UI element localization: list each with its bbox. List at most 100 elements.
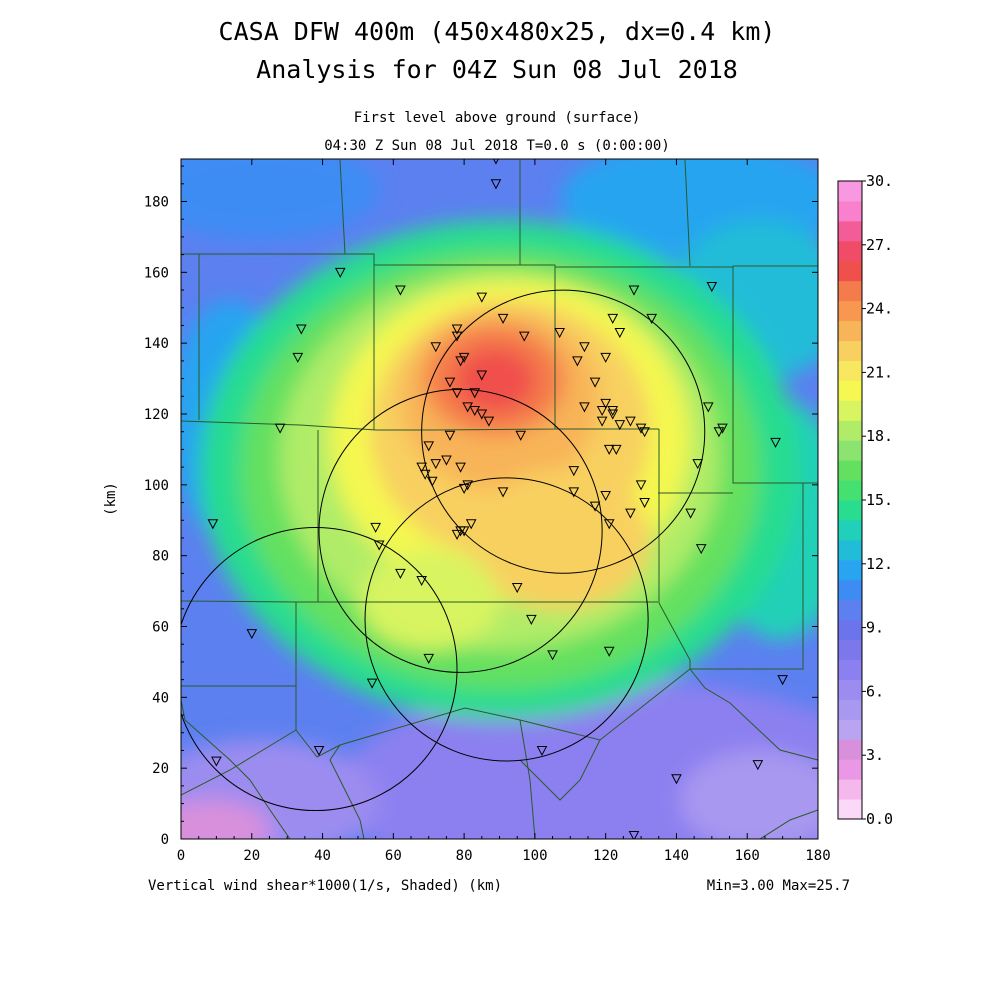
station-marker [395,285,406,296]
colorbar-swatch [838,500,862,521]
station-marker [639,498,650,509]
station-marker [469,405,481,417]
colorbar-labels: 30. 27. 24. 21. 18. 15. 12. 9. 6. 3. 0.0 [862,172,893,828]
colorbar-label: 18. [866,427,893,445]
y-tick-label: 0 [161,832,169,848]
station-marker [313,745,325,757]
station-marker [455,526,466,537]
station-marker [625,508,636,519]
level-subtitle: First level above ground (surface) [354,110,641,126]
colorbar-swatch [838,360,862,381]
colorbar-swatch [838,400,862,421]
station-marker [246,629,258,640]
station-marker [292,352,304,363]
x-tick-label: 160 [735,848,760,864]
county-boundaries [181,159,818,839]
colorbar-swatch [838,181,862,202]
station-marker [511,583,523,594]
station-marker [497,487,509,498]
station-marker [423,653,435,664]
station-marker [614,328,626,339]
colorbar-swatch [838,639,862,660]
station-marker [770,437,781,448]
y-tick-label: 160 [144,265,169,281]
colorbar-swatch [838,799,862,820]
station-marker [600,490,611,502]
station-marker [607,313,619,324]
station-marker [526,614,537,625]
x-tick-label: 120 [593,848,618,864]
station-marker [207,519,219,530]
colorbar-swatch [838,679,862,700]
station-marker [600,398,611,409]
station-marker [625,416,636,427]
colorbar-label: 12. [866,555,893,573]
colorbar-swatch [838,240,862,262]
radar-circle-3 [364,477,649,762]
station-marker [671,774,682,785]
station-marker [639,427,650,438]
colorbar-swatch [838,619,862,641]
colorbar-swatch [838,460,862,481]
station-marker [451,529,463,540]
colorbar-swatch [838,300,862,322]
x-tick-label: 40 [314,848,331,864]
station-marker [211,756,222,767]
y-tick-label: 100 [144,478,169,494]
y-tick-label: 20 [152,761,169,777]
colorbar-label: 15. [866,491,893,509]
colorbar-swatch [838,480,862,501]
station-marker [423,441,435,452]
station-marker [419,469,431,480]
colorbar-swatch [838,739,862,760]
colorbar-swatch [838,220,862,242]
station-marker [568,466,580,477]
station-marker [607,409,619,420]
station-marker [702,402,714,413]
station-marker [717,423,728,434]
station-marker [607,405,619,417]
field-description: Vertical wind shear*1000(1/s, Shaded) (k… [148,878,502,894]
x-axis: 0 20 40 60 80 100 120 140 160 180 [177,159,831,864]
station-marker [635,423,647,434]
radar-circle-4 [181,526,458,812]
shear-field [181,159,818,839]
y-axis-label: (km) [103,482,119,516]
x-tick-label: 60 [385,848,402,864]
station-marker [455,356,466,367]
station-marker [579,402,590,413]
station-marker [469,388,481,399]
station-marker [579,342,590,353]
station-markers [207,159,788,839]
station-marker [536,745,548,757]
station-marker [685,508,696,519]
station-marker [373,540,385,551]
station-marker [589,377,601,388]
station-marker [451,388,463,399]
y-axis: 0 20 40 60 80 100 120 140 160 180 [144,165,818,848]
station-marker [603,646,615,657]
station-marker [441,455,452,466]
colorbar-swatch [838,280,862,302]
station-marker [476,292,488,303]
station-marker [416,575,427,587]
station-marker [458,483,470,494]
station-marker [518,331,530,342]
colorbar-label: 6. [866,682,884,700]
x-tick-label: 140 [664,848,689,864]
colorbar-swatch [838,659,862,680]
station-marker [777,675,788,686]
colorbar-swatch [838,440,862,461]
colorbar-label: 3. [866,746,884,764]
colorbar-label: 30. [866,172,893,190]
station-marker [515,430,527,441]
colorbar-label: 24. [866,300,893,318]
station-marker [295,324,307,335]
station-marker [603,444,615,455]
station-marker [476,409,488,420]
station-marker [483,416,495,427]
station-marker [426,476,438,487]
station-marker [713,427,725,438]
colorbar-swatch [838,380,862,401]
